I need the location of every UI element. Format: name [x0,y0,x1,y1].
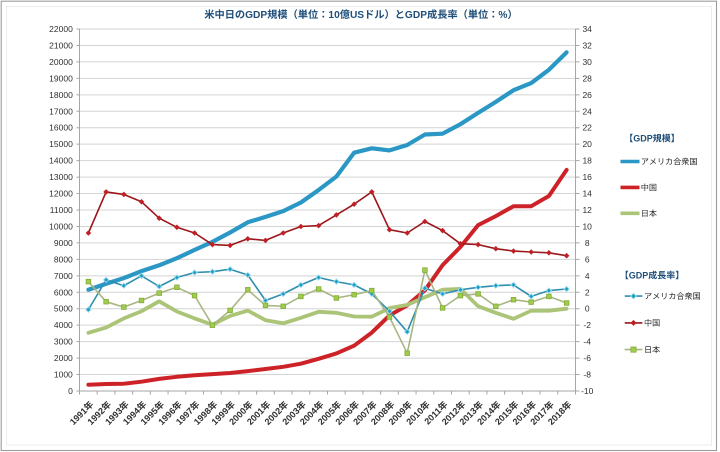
svg-text:5000: 5000 [54,304,73,314]
svg-text:8: 8 [585,238,590,248]
svg-text:18: 18 [582,156,592,166]
svg-text:%: % [498,10,507,21]
svg-text:GDP: GDP [245,10,267,21]
svg-text:20000: 20000 [49,57,73,67]
svg-text:0: 0 [68,386,73,396]
svg-text:16: 16 [582,172,592,182]
svg-text:-8: -8 [583,370,591,380]
svg-text:7000: 7000 [54,271,73,281]
svg-text:-2: -2 [583,320,591,330]
svg-text:22000: 22000 [49,24,73,34]
svg-text:-4: -4 [583,337,591,347]
svg-text:26: 26 [582,90,592,100]
svg-text:2: 2 [585,287,590,297]
svg-text:3000: 3000 [54,337,73,347]
svg-text:GDP: GDP [633,133,653,143]
svg-text:-6: -6 [583,353,591,363]
svg-text:-10: -10 [581,386,594,396]
svg-text:6000: 6000 [54,287,73,297]
svg-text:15000: 15000 [49,139,73,149]
svg-text:11000: 11000 [50,205,73,215]
svg-text:14000: 14000 [49,156,73,166]
svg-text:21000: 21000 [49,41,73,51]
svg-text:34: 34 [582,24,592,34]
svg-text:22: 22 [582,123,592,133]
svg-text:8000: 8000 [54,254,73,264]
svg-text:2000: 2000 [54,353,73,363]
svg-text:24: 24 [582,106,592,116]
svg-text:32: 32 [582,41,592,51]
svg-text:12: 12 [582,205,592,215]
svg-text:12000: 12000 [49,189,73,199]
svg-text:10: 10 [582,222,592,232]
svg-text:16000: 16000 [49,123,73,133]
svg-text:28: 28 [582,73,592,83]
svg-text:4: 4 [585,271,590,281]
svg-text:13000: 13000 [49,172,73,182]
svg-text:30: 30 [582,57,592,67]
svg-text:14: 14 [582,189,592,199]
svg-text:GDP: GDP [629,270,649,280]
svg-text:10: 10 [328,10,340,21]
svg-text:0: 0 [585,304,590,314]
svg-text:GDP: GDP [405,10,427,21]
svg-text:9000: 9000 [54,238,73,248]
svg-text:10000: 10000 [49,222,73,232]
svg-text:4000: 4000 [54,320,73,330]
svg-text:6: 6 [585,254,590,264]
svg-text:US: US [350,10,364,21]
svg-text:1000: 1000 [54,370,73,380]
svg-text:18000: 18000 [49,90,73,100]
svg-text:19000: 19000 [49,73,73,83]
svg-text:17000: 17000 [49,106,73,116]
svg-text:20: 20 [582,139,592,149]
